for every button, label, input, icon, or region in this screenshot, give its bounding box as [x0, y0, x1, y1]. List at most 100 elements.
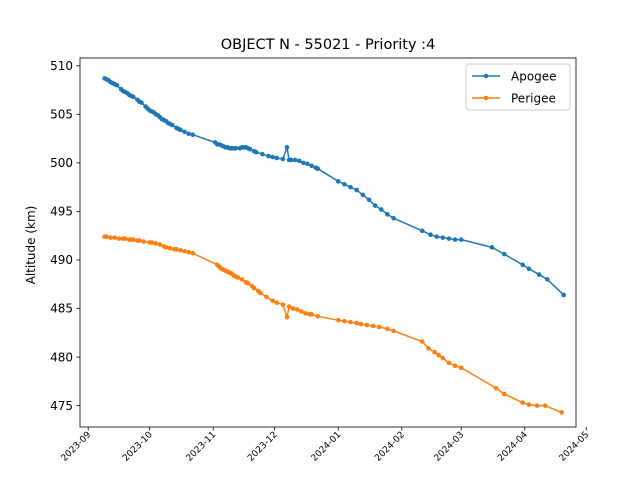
apogee-point	[266, 153, 271, 159]
y-tick-label: 490	[50, 253, 73, 267]
apogee-point	[360, 192, 366, 198]
perigee-point	[284, 314, 290, 320]
apogee-point	[186, 131, 191, 137]
perigee-point	[440, 355, 446, 361]
perigee-point	[235, 275, 241, 280]
y-tick-label: 485	[50, 302, 73, 316]
legend-item-apogee: Apogee	[472, 69, 557, 83]
legend-swatch-marker	[483, 73, 489, 79]
apogee-point	[190, 132, 196, 138]
perigee-point	[167, 246, 173, 251]
perigee-point	[559, 410, 564, 415]
perigee-point	[112, 235, 118, 240]
perigee-point	[354, 320, 359, 326]
apogee-point	[114, 82, 120, 88]
perigee-point	[116, 236, 122, 241]
apogee-point	[440, 235, 446, 240]
perigee-point	[141, 239, 146, 244]
apogee-point	[297, 158, 302, 164]
perigee-point	[251, 285, 257, 291]
perigee-point	[376, 324, 382, 330]
perigee-point	[264, 294, 269, 300]
apogee-point	[247, 146, 253, 152]
plot-area	[79, 57, 577, 428]
apogee-point	[342, 181, 347, 187]
apogee-point	[139, 100, 144, 105]
y-tick-label: 495	[50, 205, 73, 219]
perigee-point	[286, 304, 292, 309]
apogee-point	[419, 228, 425, 234]
apogee-point	[489, 245, 495, 250]
perigee-point	[385, 326, 390, 332]
apogee-point	[253, 149, 259, 155]
apogee-point	[536, 272, 542, 277]
perigee-point	[426, 346, 431, 351]
apogee-point	[348, 184, 353, 190]
perigee-point	[501, 391, 507, 397]
apogee-point	[284, 145, 290, 150]
perigee-point	[520, 400, 526, 406]
perigee-point	[157, 242, 163, 247]
perigee-point	[391, 328, 396, 334]
perigee-point	[315, 314, 321, 319]
apogee-point	[335, 179, 341, 184]
perigee-point	[294, 307, 300, 312]
perigee-point	[186, 249, 191, 255]
apogee-point	[378, 207, 384, 212]
perigee-point	[174, 247, 179, 252]
y-axis: 475 480 485 490 495 500 505 510	[50, 59, 80, 413]
perigee-point	[358, 321, 364, 327]
y-tick-label: 500	[50, 156, 73, 170]
apogee-point	[446, 236, 452, 241]
perigee-point	[309, 312, 314, 317]
perigee-point	[245, 280, 251, 286]
perigee-point	[452, 363, 458, 369]
perigee-point	[270, 298, 275, 304]
perigee-point	[534, 403, 540, 408]
apogee-point	[385, 212, 390, 217]
apogee-point	[309, 163, 314, 169]
perigee-point	[299, 309, 304, 314]
apogee-series	[102, 76, 566, 298]
perigee-point	[190, 250, 196, 256]
apogee-point	[434, 234, 439, 239]
perigee-point	[280, 302, 286, 307]
legend-swatch-marker	[483, 95, 489, 101]
apogee-point	[182, 129, 187, 135]
legend-item-perigee: Perigee	[472, 91, 556, 105]
perigee-point	[419, 339, 425, 344]
perigee-point	[290, 306, 296, 311]
perigee-point	[342, 318, 347, 324]
apogee-point	[305, 161, 310, 167]
apogee-point	[366, 197, 372, 203]
perigee-point	[348, 319, 353, 325]
apogee-point	[526, 266, 532, 272]
apogee-point	[545, 277, 550, 282]
perigee-point	[122, 236, 128, 241]
perigee-point	[446, 360, 452, 366]
apogee-point	[501, 251, 507, 257]
apogee-point	[561, 292, 566, 298]
perigee-point	[137, 238, 142, 243]
perigee-point	[364, 322, 370, 328]
apogee-point	[452, 237, 458, 242]
apogee-point	[233, 146, 239, 151]
apogee-point	[301, 160, 306, 166]
y-axis-label: Altitude (km)	[24, 206, 38, 285]
perigee-point	[526, 402, 532, 407]
legend: Apogee Perigee	[465, 63, 571, 111]
legend-label-perigee: Perigee	[511, 91, 556, 105]
y-tick-label: 505	[50, 108, 73, 122]
apogee-point	[130, 94, 136, 100]
apogee-point	[520, 262, 526, 268]
perigee-series	[102, 234, 564, 415]
apogee-point	[292, 157, 298, 163]
apogee-point	[178, 127, 183, 133]
apogee-point	[260, 151, 265, 157]
perigee-point	[153, 241, 159, 246]
plot-frame	[79, 57, 577, 428]
perigee-point	[542, 403, 548, 408]
perigee-point	[258, 290, 263, 296]
perigee-point	[436, 352, 441, 358]
apogee-point	[288, 157, 294, 163]
